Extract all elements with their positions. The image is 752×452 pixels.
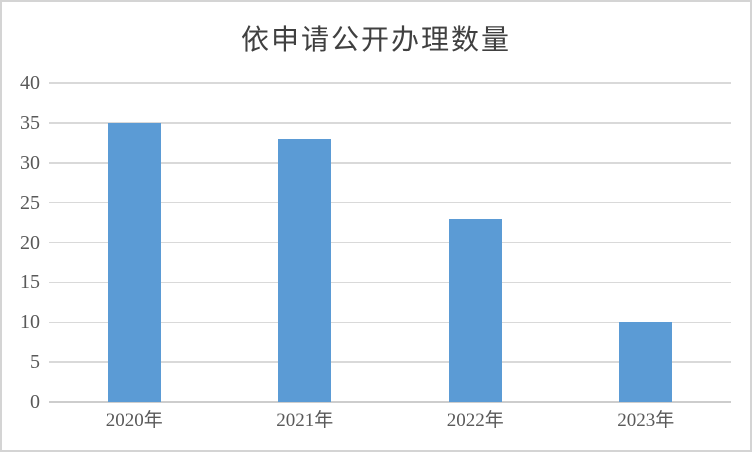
gridline: [49, 201, 731, 204]
y-axis-tick-label: 40: [20, 72, 40, 94]
y-axis-tick-label: 5: [30, 351, 40, 374]
bar: [278, 138, 332, 402]
bar: [107, 122, 161, 402]
x-axis-category-label: 2023年: [617, 410, 675, 431]
x-axis-line: [49, 401, 731, 403]
gridline: [49, 82, 731, 84]
y-axis-tick-label: 30: [20, 151, 40, 174]
x-axis-category-label: 2020年: [105, 410, 163, 431]
chart-title: 依申请公开办理数量: [240, 25, 511, 56]
x-axis-category-label: 2022年: [446, 410, 504, 431]
bar: [619, 322, 673, 402]
gridline: [49, 162, 731, 164]
y-axis-tick-label: 15: [20, 271, 40, 294]
gridline: [49, 321, 731, 323]
y-axis-tick-label: 0: [30, 391, 40, 413]
x-axis-category-label: 2021年: [276, 410, 334, 431]
gridline: [49, 281, 731, 284]
y-axis-tick-label: 20: [20, 231, 40, 254]
bar: [448, 218, 502, 402]
gridline: [49, 241, 731, 244]
gridline: [49, 361, 731, 363]
y-axis-tick-label: 25: [20, 191, 40, 214]
y-axis-tick-label: 35: [20, 111, 40, 134]
gridline: [49, 122, 731, 124]
y-axis-tick-label: 10: [20, 311, 40, 334]
